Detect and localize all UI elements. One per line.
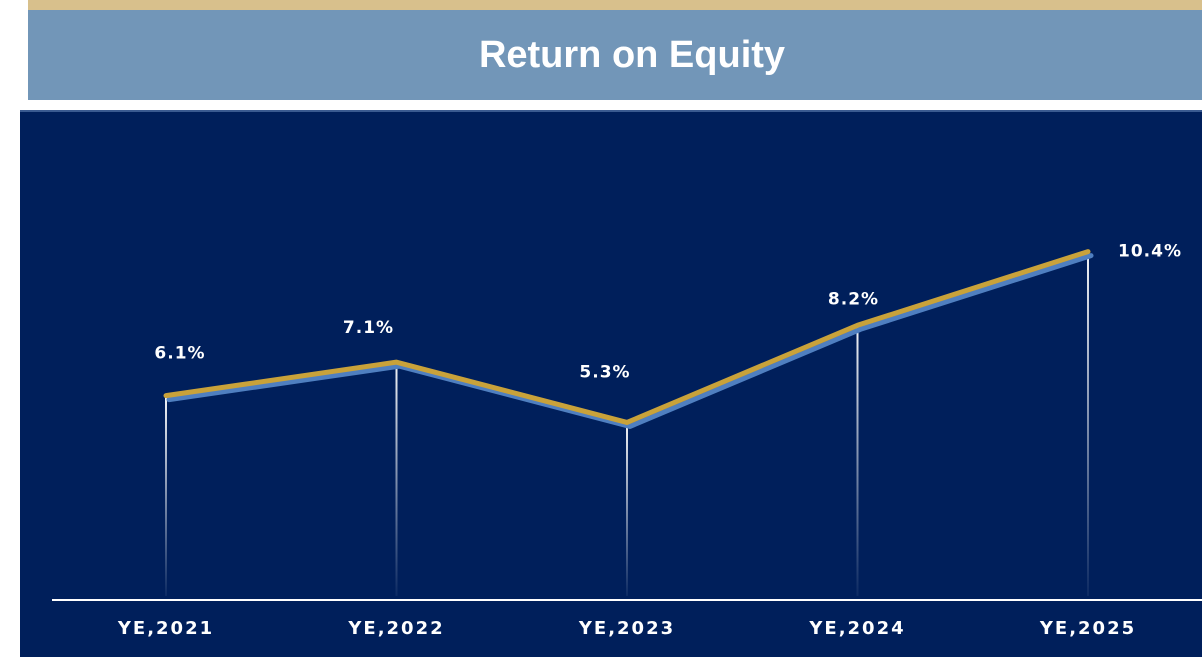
x-tick-label: YE,2024	[808, 618, 905, 639]
panel-edge	[20, 110, 1202, 112]
drop-line	[395, 362, 398, 596]
drop-line	[626, 422, 628, 596]
line	[163, 249, 1091, 425]
value-label: 8.2%	[828, 289, 879, 309]
drop-line	[856, 325, 859, 596]
x-tick-label: YE,2021	[117, 618, 214, 639]
value-label: 6.1%	[154, 344, 205, 364]
value-label: 10.4%	[1118, 242, 1182, 262]
x-tick-label: YE,2023	[578, 618, 675, 639]
top-strip	[28, 0, 1202, 10]
value-label: 7.1%	[343, 318, 394, 338]
x-tick-label: YE,2025	[1039, 618, 1136, 639]
drop-line	[1087, 251, 1089, 596]
value-label: 5.3%	[579, 362, 630, 382]
drop-line	[165, 395, 167, 596]
plot-panel	[20, 110, 1202, 657]
x-tick-label: YE,2022	[347, 618, 444, 639]
header-bar	[28, 10, 1202, 100]
line-shadow	[166, 253, 1094, 429]
chart-title: Return on Equity	[479, 34, 785, 76]
